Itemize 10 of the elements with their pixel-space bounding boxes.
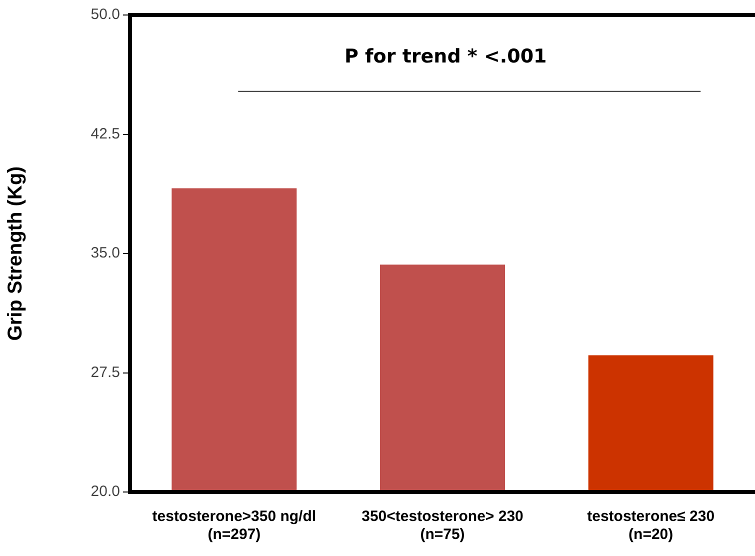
y-tick-label: 35.0 bbox=[90, 244, 120, 262]
y-tick-label: 50.0 bbox=[90, 6, 120, 24]
ref-line-label: P for trend * <.001 bbox=[344, 45, 547, 68]
y-tick-label: 20.0 bbox=[90, 483, 120, 500]
x-tick-label: testosterone>350 ng/dl (n=297) bbox=[152, 508, 316, 544]
x-tick-label: 350<testosterone> 230 (n=75) bbox=[362, 508, 524, 544]
y-tick-label: 27.5 bbox=[90, 364, 120, 381]
y-axis-title: Grip Strength (Kg) bbox=[4, 166, 27, 341]
y-tick-label: 42.5 bbox=[90, 125, 120, 142]
x-tick-label: testosterone≤ 230 (n=20) bbox=[587, 508, 715, 544]
